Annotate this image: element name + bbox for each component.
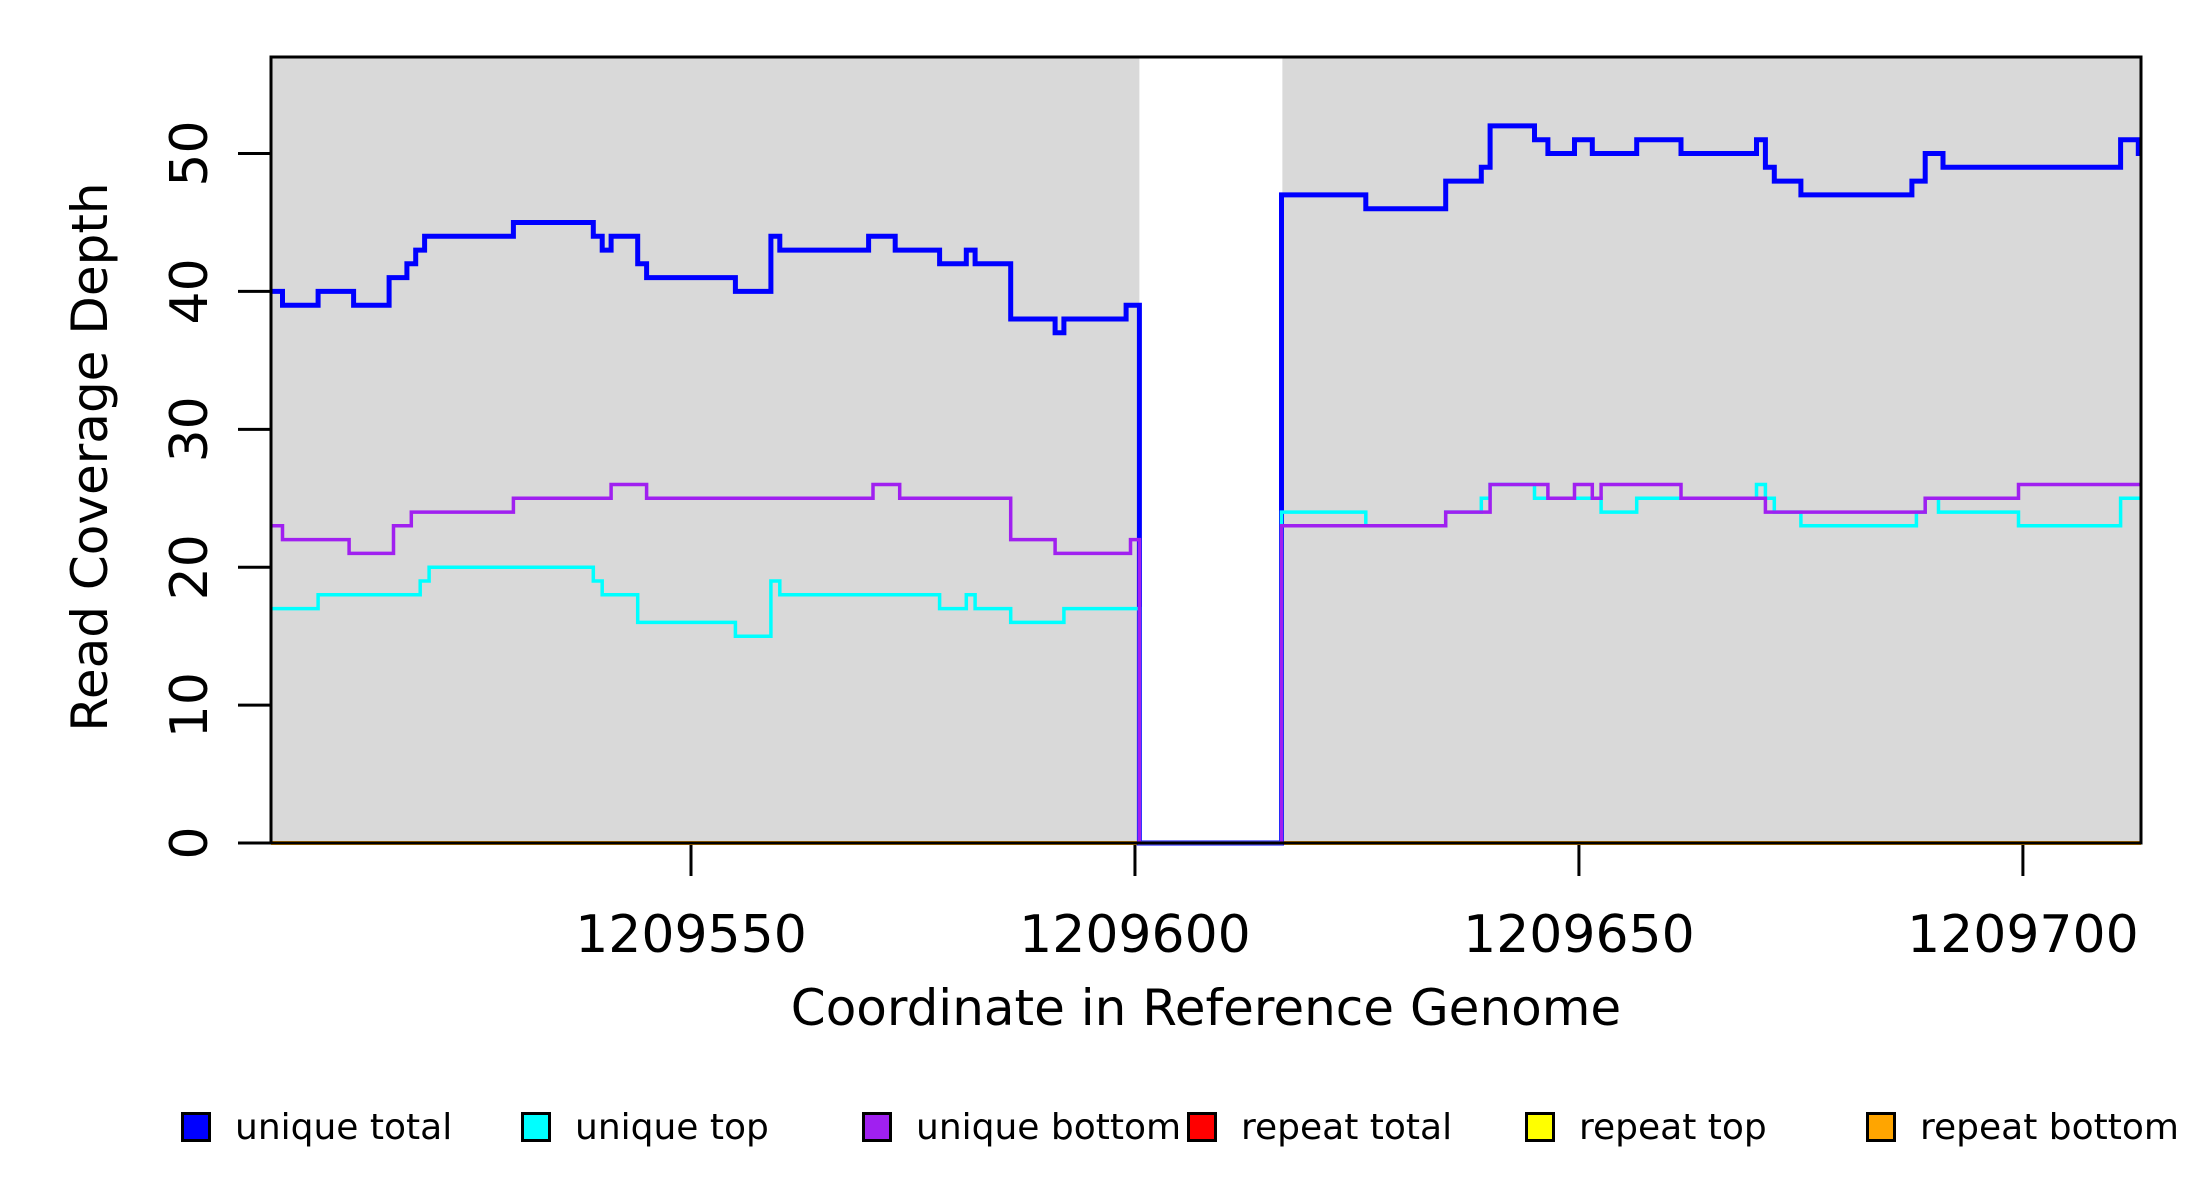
- x-tick-label: 1209700: [1907, 905, 2139, 965]
- panel-shaded-region-1: [1282, 57, 2141, 843]
- y-axis-title: Read Coverage Depth: [61, 182, 119, 732]
- y-tick-label: 0: [160, 826, 220, 859]
- x-tick-label: 1209550: [575, 905, 807, 965]
- plot-border: [269, 55, 2143, 845]
- y-tick-label: 10: [160, 672, 220, 738]
- y-tick-label: 50: [160, 120, 220, 186]
- series-line-unique-total: [271, 123, 2141, 846]
- y-tick-label: 20: [160, 534, 220, 600]
- x-tick-label: 1209600: [1019, 905, 1251, 965]
- x-tick-label: 1209650: [1463, 905, 1695, 965]
- series-line-unique-top: [271, 482, 2141, 845]
- x-axis-title: Coordinate in Reference Genome: [790, 979, 1622, 1037]
- panel-shaded-region-0: [271, 57, 1140, 843]
- series-line-unique-bottom: [271, 482, 2141, 845]
- y-tick-label: 40: [160, 258, 220, 324]
- y-tick-label: 30: [160, 396, 220, 462]
